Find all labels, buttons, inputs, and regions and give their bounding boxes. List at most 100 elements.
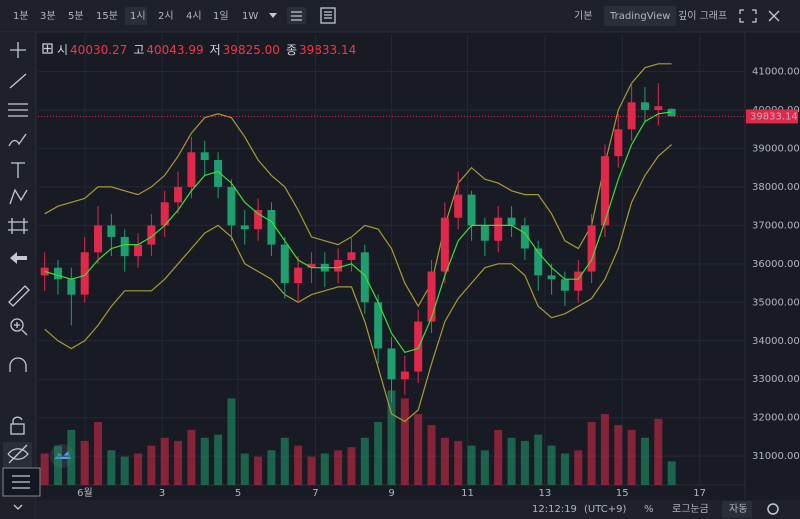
view-button[interactable]: TradingView <box>609 11 670 22</box>
candle-body <box>280 244 289 284</box>
volume-bar <box>547 445 556 485</box>
status-percent[interactable]: % <box>644 504 654 515</box>
candle-body <box>120 236 129 257</box>
interval-button[interactable]: 1분 <box>13 10 29 22</box>
volume-bar <box>654 418 663 485</box>
view-button[interactable]: 기본 <box>574 10 592 22</box>
volume-bar <box>587 422 596 485</box>
y-tick-label: 32000.00 <box>752 413 800 424</box>
legend-plus[interactable] <box>42 43 53 54</box>
volume-bar <box>414 414 423 485</box>
volume-bar <box>67 429 76 485</box>
volume-bar <box>134 453 143 485</box>
pattern-tool[interactable] <box>9 188 28 205</box>
status-auto[interactable]: 자동 <box>729 503 747 515</box>
volume-bar <box>520 440 529 485</box>
brush-tool[interactable] <box>8 133 27 147</box>
candle-body <box>547 275 556 280</box>
volume-bar <box>440 437 449 485</box>
volume-bar <box>80 440 89 485</box>
lines-tool[interactable] <box>8 103 28 117</box>
legend-value: 40043.99 <box>146 43 203 57</box>
candle-body <box>347 252 356 260</box>
measure-tool[interactable] <box>8 218 28 234</box>
candle-body <box>667 108 676 117</box>
band-line <box>44 63 672 308</box>
y-tick-label: 41000.00 <box>752 67 800 78</box>
back-icon[interactable] <box>10 252 27 264</box>
volume-bar <box>480 450 489 485</box>
volume-bar <box>360 437 369 485</box>
volume-bar <box>307 456 316 485</box>
crosshair-tool[interactable] <box>10 42 26 58</box>
close-icon[interactable] <box>768 10 780 22</box>
settings-gear[interactable] <box>767 503 779 515</box>
legend-label: 고 <box>133 43 144 57</box>
legend-label: 저 <box>210 43 221 57</box>
interval-button[interactable]: 3분 <box>40 10 56 22</box>
candle-body <box>240 225 249 230</box>
fullscreen-icon[interactable] <box>739 9 757 23</box>
interval-button[interactable]: 4시 <box>186 10 202 22</box>
zoom-tool[interactable] <box>10 318 28 336</box>
candle-body <box>147 225 156 245</box>
ruler-tool[interactable] <box>8 285 30 307</box>
legend-value: 40030.27 <box>70 43 127 57</box>
interval-button[interactable]: 5분 <box>68 10 84 22</box>
candle-body <box>480 225 489 241</box>
candle-body <box>54 267 63 280</box>
interval-selected <box>125 7 147 25</box>
volume-bar <box>387 390 396 485</box>
candle-body <box>334 260 343 272</box>
y-tick-label: 33000.00 <box>752 374 800 385</box>
candle-body <box>574 271 583 291</box>
candle-body <box>494 217 503 241</box>
trendline-tool[interactable] <box>9 73 27 89</box>
plot-area <box>38 35 745 485</box>
y-tick-label: 35000.00 <box>752 297 800 308</box>
volume-bar <box>94 422 103 485</box>
last-price-box <box>746 109 798 124</box>
candle-body <box>254 210 263 230</box>
candle-body <box>534 248 543 276</box>
volume-bar <box>320 453 329 485</box>
collapse-icon[interactable] <box>13 504 23 510</box>
y-tick-label: 37000.00 <box>752 220 800 231</box>
interval-button[interactable]: 1시 <box>130 10 146 22</box>
x-tick-label: 6월 <box>77 487 93 499</box>
candle-body <box>600 156 609 226</box>
object-tree[interactable] <box>2 467 41 497</box>
interval-button[interactable]: 15분 <box>96 10 118 22</box>
volume-bar <box>334 450 343 485</box>
list-icon[interactable] <box>320 7 336 24</box>
candle-body <box>67 279 76 295</box>
magnet-tool[interactable] <box>9 357 27 372</box>
lock-tool[interactable] <box>10 416 25 435</box>
volume-bar <box>174 440 183 485</box>
volume-bar <box>187 429 196 485</box>
candle-body <box>400 371 409 380</box>
candle-body <box>467 194 476 226</box>
caret-icon[interactable] <box>269 13 277 18</box>
x-tick-label: 13 <box>539 488 552 499</box>
interval-button[interactable]: 2시 <box>158 10 174 22</box>
status-log[interactable]: 로그눈금 <box>672 503 709 515</box>
candle-body <box>627 102 636 130</box>
interval-button[interactable]: 1일 <box>213 10 229 22</box>
hide-tool[interactable] <box>3 442 32 468</box>
interval-button[interactable]: 1W <box>242 11 258 22</box>
candle-body <box>294 267 303 284</box>
volume-bar <box>54 445 63 485</box>
y-tick-label: 39000.00 <box>752 143 800 154</box>
candle-body <box>414 321 423 372</box>
candle-body <box>440 217 449 272</box>
legend-label: 시 <box>57 43 68 57</box>
settings-icon[interactable] <box>287 7 306 24</box>
volume-bar <box>374 422 383 485</box>
view-button[interactable]: 깊이 그래프 <box>678 10 727 22</box>
volume-bar <box>107 450 116 485</box>
volume-bar <box>400 398 409 485</box>
volume-bar <box>347 447 356 485</box>
text-tool[interactable] <box>11 162 25 178</box>
